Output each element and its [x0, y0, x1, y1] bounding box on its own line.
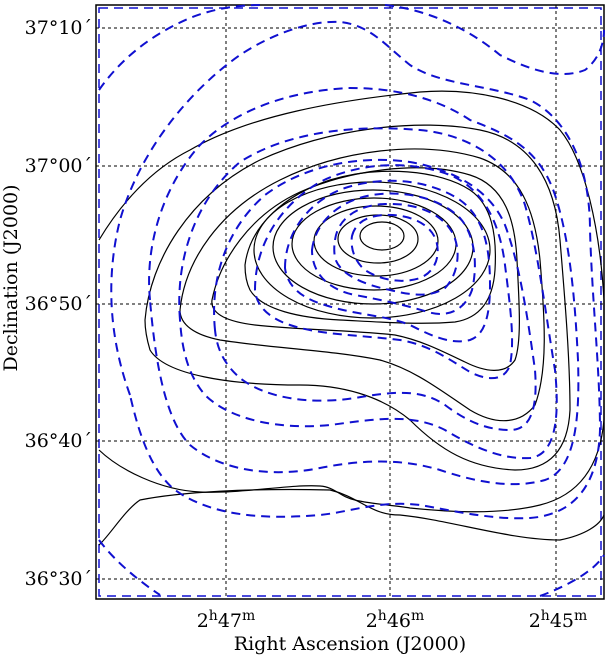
ra-tick-hours: 2	[366, 610, 378, 632]
dashed-contour-bottom-right	[539, 554, 605, 597]
ra-tick-hours: 2	[529, 610, 541, 632]
dec-tick-label: 36°30´	[25, 568, 92, 590]
plot-frame-inner	[98, 7, 602, 597]
y-axis-title: Declination (J2000)	[0, 184, 22, 371]
dec-tick-label: 37°10´	[25, 17, 92, 39]
solid-contour-4	[179, 148, 545, 422]
dashed-contour-8	[333, 202, 459, 296]
dec-tick-label: 37°00´	[25, 155, 92, 177]
dashed-contour-left-corner	[98, 4, 261, 91]
dec-tick-label: 36°50´	[25, 293, 92, 315]
ra-tick-label: 2h46m	[366, 608, 425, 632]
coordinate-grid	[96, 5, 604, 599]
solid-contour-7	[253, 181, 491, 319]
dashed-contour-bottom-left	[98, 539, 161, 596]
ra-tick-minutes: 45	[550, 610, 574, 632]
dashed-contour-9	[350, 213, 439, 282]
x-axis-title: Right Ascension (J2000)	[234, 633, 466, 655]
ra-tick-labels: 2h47m 2h46m 2h45m	[197, 608, 588, 632]
ra-tick-hours: 2	[197, 610, 209, 632]
dashed-contour-outer	[110, 20, 602, 520]
dashed-contour-6	[283, 179, 492, 343]
ra-tick-label: 2h45m	[529, 608, 588, 632]
solid-contour-outer-band	[98, 90, 605, 513]
ra-tick-minutes: 47	[218, 610, 242, 632]
solid-contour-peak	[359, 221, 405, 251]
solid-contour-3	[144, 124, 571, 471]
solid-contour-8	[272, 189, 474, 305]
dashed-contour-2	[148, 86, 580, 486]
dashed-contour-set	[98, 4, 605, 597]
dec-tick-label: 36°40´	[25, 430, 92, 452]
ra-tick-label: 2h47m	[197, 608, 256, 632]
dashed-contour-5	[253, 164, 514, 380]
dec-tick-labels: 37°10´ 37°00´ 36°50´ 36°40´ 36°30´	[25, 17, 92, 590]
dashed-contour-top-corner	[384, 4, 605, 76]
solid-contour-10	[313, 205, 439, 277]
dashed-contour-4	[213, 158, 537, 432]
solid-contour-lower-edge	[98, 488, 605, 546]
ra-tick-minutes: 46	[387, 610, 411, 632]
dashed-contour-3	[178, 127, 558, 460]
solid-contour-6	[244, 170, 496, 324]
